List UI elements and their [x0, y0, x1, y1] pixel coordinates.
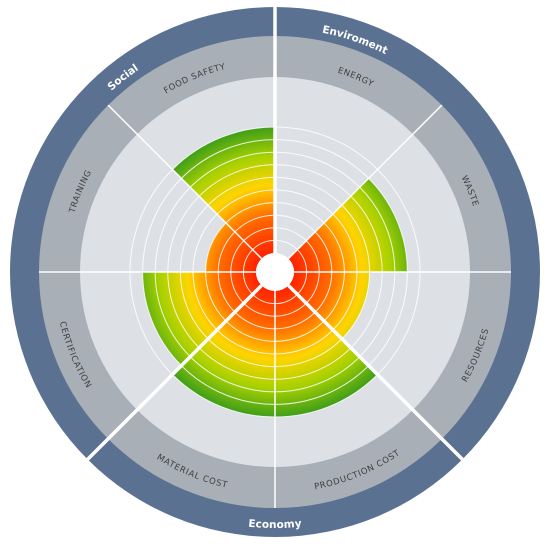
group-divider	[287, 284, 464, 461]
bar-resources	[288, 272, 370, 339]
category-divider	[107, 104, 263, 260]
category-divider	[287, 104, 443, 260]
bar-waste	[288, 178, 408, 272]
group-label-economy: Economy	[248, 518, 302, 531]
bar-certification	[142, 272, 262, 366]
center-hub	[256, 253, 294, 291]
group-divider	[86, 284, 263, 461]
